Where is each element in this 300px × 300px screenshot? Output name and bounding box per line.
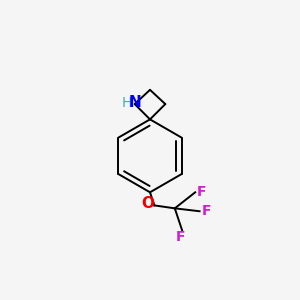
Text: N: N — [128, 95, 141, 110]
Text: H: H — [121, 96, 132, 110]
Text: O: O — [142, 196, 154, 211]
Text: F: F — [176, 230, 185, 244]
Text: F: F — [196, 185, 206, 199]
Text: F: F — [201, 204, 211, 218]
